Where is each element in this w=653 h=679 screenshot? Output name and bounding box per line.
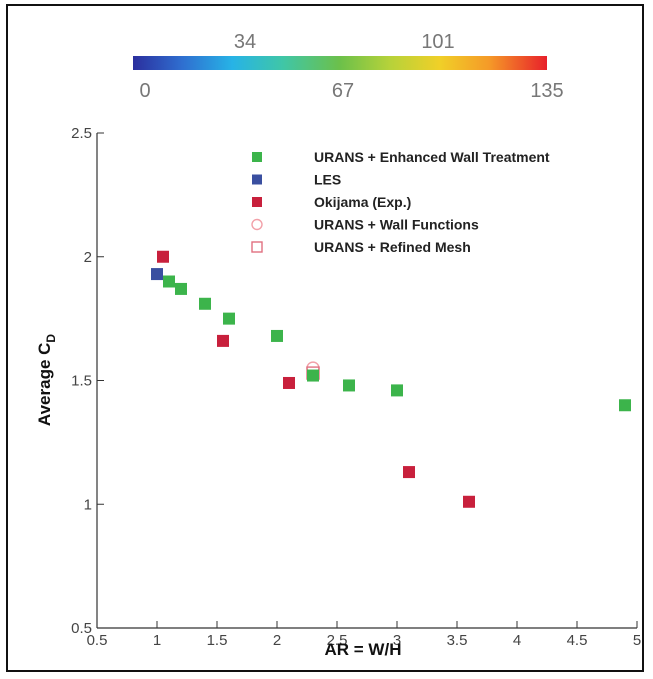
legend-label: Okijama (Exp.): [314, 194, 411, 210]
data-point: [283, 376, 295, 389]
data-point: [403, 466, 415, 479]
legend-label: URANS + Wall Functions: [314, 217, 479, 233]
x-tick-label: 3.5: [447, 632, 468, 649]
x-tick-label: 4: [513, 632, 521, 649]
figure-frame: [6, 4, 644, 672]
data-points: [151, 250, 631, 508]
data-point: [163, 275, 175, 288]
legend-label: URANS + Refined Mesh: [314, 239, 471, 255]
x-ticks: 0.5 1 1.5 2 2.5 3 3.5 4 4.5 5: [87, 621, 641, 649]
data-point: [463, 495, 475, 508]
data-point: [271, 329, 283, 342]
legend: URANS + Enhanced Wall Treatment LES Okijam…: [251, 149, 550, 255]
y-tick-label: 0.5: [71, 620, 92, 637]
data-point: [157, 250, 169, 263]
legend-marker: [252, 174, 262, 185]
colorbar-label-135: 135: [530, 80, 563, 102]
y-axis-label-subscript: D: [44, 334, 58, 343]
legend-marker: [251, 218, 263, 231]
y-tick-label: 1: [84, 496, 92, 513]
data-point: [217, 334, 229, 347]
x-axis-label: AR = W/H: [325, 640, 402, 659]
y-axis-label-main: Average C: [35, 343, 54, 426]
data-point: [619, 399, 631, 412]
legend-marker: [252, 197, 262, 207]
data-point: [199, 297, 211, 310]
colorbar-label-67: 67: [332, 80, 354, 102]
legend-label: URANS + Enhanced Wall Treatment: [314, 149, 550, 165]
legend-label: LES: [314, 172, 341, 188]
x-tick-label: 3: [393, 632, 401, 649]
x-tick-label: 1.5: [207, 632, 228, 649]
data-point: [343, 379, 355, 392]
y-tick-label: 1.5: [71, 373, 92, 390]
colorbar-label-0: 0: [139, 80, 150, 102]
colorbar-label-34: 34: [234, 31, 256, 53]
x-tick-label: 2: [273, 632, 281, 649]
data-point: [391, 384, 403, 397]
x-tick-label: 5: [633, 632, 641, 649]
x-tick-label: 2.5: [327, 632, 348, 649]
y-tick-label: 2.5: [71, 125, 92, 142]
data-point: [151, 268, 163, 281]
data-point: [223, 312, 235, 325]
x-tick-label: 0.5: [87, 632, 108, 649]
colorbar-label-101: 101: [421, 31, 454, 53]
colorbar: [133, 56, 547, 70]
legend-marker: [251, 241, 263, 253]
y-axis-label: Average CD: [35, 334, 58, 426]
y-tick-label: 2: [84, 249, 92, 266]
y-ticks: 0.5 1 1.5 2 2.5: [71, 125, 104, 637]
data-point: [307, 369, 319, 382]
legend-marker: [252, 152, 262, 162]
x-tick-label: 4.5: [567, 632, 588, 649]
x-tick-label: 1: [153, 632, 161, 649]
data-point: [175, 282, 187, 295]
